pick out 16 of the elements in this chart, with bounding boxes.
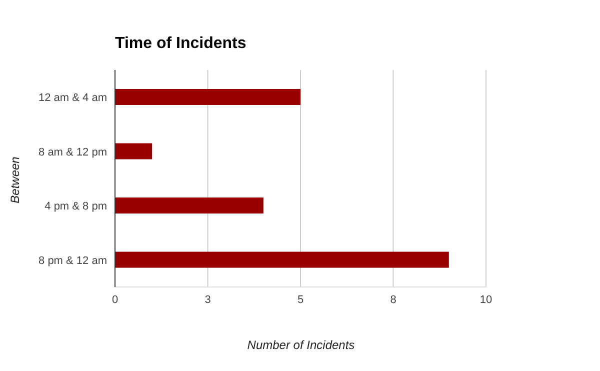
- y-tick-label: 4 pm & 8 pm: [44, 200, 107, 213]
- y-axis-title: Between: [8, 156, 22, 204]
- y-tick-label: 8 pm & 12 am: [38, 254, 107, 267]
- x-tick-label: 8: [390, 294, 396, 306]
- chart-title: Time of Incidents: [115, 35, 246, 53]
- x-axis-title: Number of Incidents: [246, 338, 356, 352]
- bar: [115, 252, 449, 268]
- x-tick-label: 3: [204, 294, 211, 306]
- bar: [115, 143, 152, 160]
- y-tick-label: 12 am & 4 am: [38, 92, 107, 104]
- y-tick-label: 8 am & 12 pm: [38, 146, 107, 158]
- bar: [115, 88, 300, 105]
- x-tick-label: 10: [480, 294, 492, 306]
- x-tick-label: 0: [112, 294, 118, 306]
- bar: [115, 197, 264, 214]
- x-tick-label: 5: [297, 294, 304, 306]
